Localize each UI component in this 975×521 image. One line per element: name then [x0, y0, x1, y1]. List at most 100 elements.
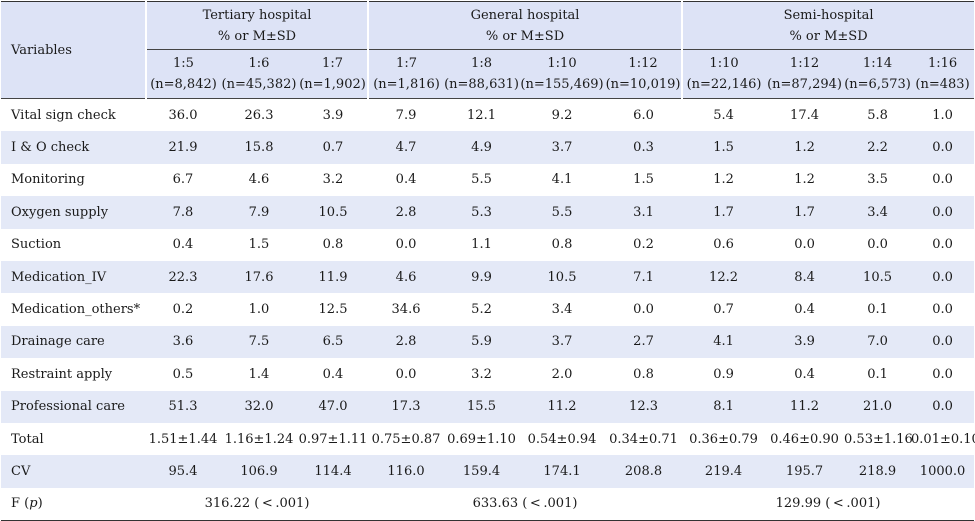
- table-cell: 1.2: [713, 172, 734, 188]
- table-cell: 0.4: [395, 172, 417, 188]
- group-stat: % or M±SD: [789, 28, 868, 44]
- table-cell: 0.34±0.71: [609, 431, 678, 447]
- row-label: Drainage care: [11, 334, 105, 350]
- table-cell: 0.69±1.10: [447, 431, 516, 447]
- group-title: General hospital: [470, 7, 580, 23]
- row-label: CV: [11, 463, 31, 479]
- table-cell: 1.5: [713, 140, 734, 156]
- f-label-suffix: ): [37, 496, 43, 512]
- table-body: Vital sign check 36.0 26.3 3.9 7.9 12.1 9.2 6.0…: [1, 99, 975, 521]
- table-cell: 5.9: [471, 334, 492, 350]
- table-cell: 1.7: [713, 204, 734, 220]
- table-cell: 12.1: [467, 107, 496, 123]
- group-header-semi: Semi-hospital % or M±SD: [681, 1, 975, 50]
- table-row: Oxygen supply 7.8 7.9 10.5 2.8 5.3 5.5 3.1 1.7 1.…: [1, 196, 975, 229]
- table-cell: 1.4: [248, 366, 270, 382]
- table-cell: 1.5: [633, 172, 654, 188]
- column-ratio: 1:7: [396, 56, 417, 71]
- column-sample-size: (n=87,294): [767, 77, 842, 92]
- f-test-value: 129.99 ( < .001): [682, 487, 975, 521]
- row-label: Oxygen supply: [11, 204, 109, 220]
- table-row: Suction 0.4 1.5 0.8 0.0 1.1 0.8 0.2 0.6 0.0 0.0 0.0: [1, 229, 974, 261]
- table-cell: 9.2: [551, 107, 573, 123]
- table-cell: 6.0: [633, 107, 654, 123]
- column-sample-size: (n=483): [915, 77, 970, 92]
- row-label: I & O check: [11, 140, 90, 156]
- column-ratio: 1:14: [862, 56, 893, 71]
- table-cell: 2.7: [633, 334, 654, 350]
- group-stat: % or M±SD: [485, 28, 565, 44]
- table-cell: 34.6: [391, 302, 421, 318]
- column-sample-size: (n=22,146): [686, 77, 762, 92]
- table-cell: 1.1: [471, 237, 492, 253]
- table-cell: 12.3: [629, 399, 658, 415]
- table-cell: 0.4: [322, 366, 344, 382]
- row-label: F (p): [1, 487, 146, 521]
- table-cell: 10.5: [863, 269, 892, 285]
- table-row: Professional care 51.3 32.0 47.0 17.3 15.5 11.…: [1, 390, 975, 423]
- group-stat: % or M±SD: [217, 28, 297, 44]
- table-cell: 8.1: [713, 399, 734, 415]
- table-row: I & O check 21.9 15.8 0.7 4.7 4.9 3.7 0.3 1.5 1.2…: [1, 131, 975, 164]
- f-label-prefix: F (: [11, 496, 30, 512]
- table-cell: 51.3: [168, 399, 198, 415]
- f-label-italic: p: [29, 496, 38, 512]
- column-ratio: 1:12: [628, 56, 658, 71]
- table-cell: 7.8: [172, 204, 194, 220]
- column-sample-size: (n=155,469): [520, 77, 604, 92]
- table-cell: 7.9: [395, 107, 417, 123]
- table-cell: 2.0: [551, 366, 573, 382]
- table-cell: 0.6: [713, 237, 734, 253]
- table-cell: 0.0: [932, 334, 953, 350]
- table-cell: 7.1: [633, 269, 654, 285]
- table-cell: 0.8: [551, 237, 573, 253]
- table-row: Monitoring 6.7 4.6 3.2 0.4 5.5 4.1 1.5 1.2 1.2 3.5…: [1, 164, 974, 196]
- table-cell: 0.5: [172, 366, 194, 382]
- table-cell: 5.8: [867, 107, 888, 123]
- column-header: 1:7 (n=1,816): [367, 49, 445, 99]
- table-cell: 0.01±0.10: [911, 431, 975, 447]
- table-cell: 1.7: [794, 204, 815, 220]
- table-cell: 1.2: [794, 172, 815, 188]
- table-cell: 174.1: [543, 463, 581, 479]
- row-label: Medication_others*: [11, 302, 141, 318]
- table-cell: 208.8: [624, 463, 663, 479]
- table-cell: 8.4: [794, 269, 815, 285]
- row-label: Suction: [11, 237, 62, 253]
- column-header: 1:10 (n=22,146): [681, 49, 766, 99]
- row-label: Medication_IV: [11, 269, 107, 285]
- column-header: 1:10 (n=155,469): [519, 49, 606, 99]
- f-test-row: F (p) 316.22 ( < .001) 633.63 ( < .001) 129…: [1, 487, 975, 521]
- column-header: 1:7 (n=1,902): [298, 49, 369, 99]
- table-cell: 7.9: [248, 204, 270, 220]
- table-cell: 6.7: [172, 172, 194, 188]
- table-cell: 5.4: [713, 107, 734, 123]
- table-cell: 1.0: [248, 302, 270, 318]
- table-cell: 0.4: [172, 237, 194, 253]
- table-row: Drainage care 3.6 7.5 6.5 2.8 5.9 3.7 2.7 4.1 3.9…: [1, 325, 975, 359]
- column-ratio: 1:12: [789, 56, 820, 71]
- column-sample-size: (n=1,816): [373, 77, 440, 92]
- table-cell: 0.36±0.79: [689, 431, 758, 447]
- table-cell: 0.2: [633, 237, 654, 253]
- table-cell: 6.5: [322, 334, 344, 350]
- table-cell: 219.4: [704, 463, 743, 479]
- table-cell: 218.9: [858, 463, 897, 479]
- table-row: CV 95.4 106.9 114.4 116.0 159.4 174.1 208.8 219.…: [1, 455, 975, 488]
- table-cell: 0.0: [932, 237, 953, 253]
- column-ratio: 1:16: [927, 56, 958, 71]
- table-cell: 21.0: [863, 399, 892, 415]
- table-row: Vital sign check 36.0 26.3 3.9 7.9 12.1 9.2 6.0…: [1, 99, 974, 132]
- table-cell: 10.5: [547, 269, 577, 285]
- table-cell: 7.0: [867, 334, 888, 350]
- table-cell: 0.0: [932, 172, 953, 188]
- column-sample-size: (n=88,631): [444, 77, 519, 92]
- table-cell: 4.6: [395, 269, 417, 285]
- table-cell: 0.0: [932, 204, 953, 220]
- group-header-general: General hospital % or M±SD: [367, 1, 683, 50]
- column-sample-size: (n=6,573): [844, 77, 911, 92]
- table-cell: 22.3: [168, 269, 198, 285]
- table-cell: 0.0: [633, 302, 654, 318]
- table-cell: 11.2: [547, 399, 577, 415]
